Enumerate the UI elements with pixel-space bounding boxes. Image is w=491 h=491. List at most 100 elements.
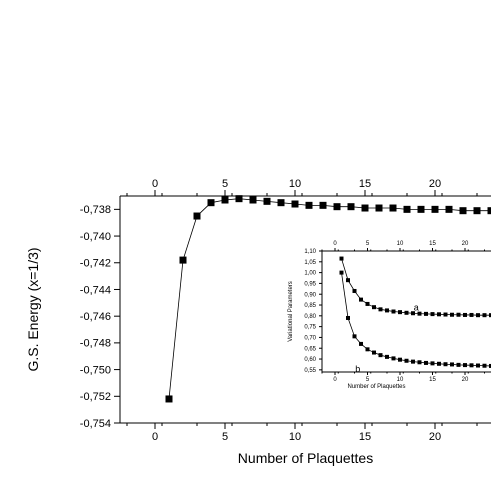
main-x-axis-label: Number of Plaquettes bbox=[238, 450, 373, 466]
main-top-tick-label: 5 bbox=[222, 178, 228, 190]
main-x-tick-label: 10 bbox=[289, 431, 301, 443]
main-series-0-point bbox=[361, 204, 369, 212]
inset-series-a-point bbox=[359, 297, 363, 302]
inset-series-b-point bbox=[424, 360, 428, 365]
inset-top-tick-label: 5 bbox=[366, 241, 370, 247]
main-y-tick-label: -0,738 bbox=[80, 204, 111, 216]
inset-top-tick-label: 15 bbox=[429, 241, 436, 247]
main-series-0-point bbox=[347, 203, 355, 211]
inset-series-a-point bbox=[443, 312, 448, 317]
inset-series-a-point bbox=[411, 311, 415, 316]
inset-x-tick-label: 0 bbox=[333, 377, 337, 383]
main-series-0-point bbox=[459, 207, 467, 215]
inset-series-b-point bbox=[476, 363, 480, 368]
main-series-0-point bbox=[417, 205, 425, 213]
main-x-tick-label: 20 bbox=[429, 431, 441, 443]
main-series-0-point bbox=[193, 212, 201, 220]
inset-series-a-point bbox=[352, 288, 357, 293]
main-series-0-point bbox=[221, 196, 229, 204]
main-top-tick-label: 0 bbox=[152, 178, 158, 190]
inset-x-tick-label: 15 bbox=[429, 377, 436, 383]
inset-top-tick-label: 20 bbox=[462, 241, 469, 247]
main-series-0-point bbox=[333, 203, 341, 211]
inset-series-a-point bbox=[398, 310, 402, 315]
inset-series-b-point bbox=[372, 350, 376, 355]
main-top-tick-label: 20 bbox=[429, 178, 441, 190]
inset-series-b-point bbox=[385, 354, 389, 359]
inset-y-tick-label: 0,70 bbox=[304, 336, 316, 342]
inset-y-tick-label: 1,10 bbox=[304, 249, 316, 255]
main-series-0-point bbox=[319, 201, 327, 209]
inset-series-a-point bbox=[476, 313, 480, 318]
inset-series-b-point bbox=[437, 361, 441, 366]
main-series-0-point bbox=[179, 256, 187, 264]
inset-series-b-point bbox=[352, 334, 357, 339]
main-y-tick-label: -0,744 bbox=[80, 284, 111, 296]
main-series-0-point bbox=[165, 395, 173, 403]
inset-series-b-point bbox=[346, 315, 350, 320]
inset-series-b-point bbox=[404, 358, 409, 363]
main-series-0-point bbox=[277, 199, 285, 207]
main-series-0-point bbox=[291, 200, 299, 208]
inset-series-b-point bbox=[378, 353, 383, 358]
inset-y-tick-label: 0,80 bbox=[304, 314, 316, 320]
inset-series-a-point bbox=[463, 312, 467, 317]
inset-series-a-point bbox=[385, 308, 389, 313]
inset-series-b-point bbox=[411, 359, 415, 364]
inset-series-b-point bbox=[398, 357, 402, 362]
main-series-0-point bbox=[235, 195, 243, 203]
inset-y-tick-label: 0,90 bbox=[304, 292, 316, 298]
inset-y-tick-label: 0,55 bbox=[304, 368, 316, 374]
inset-x-axis-label: Number of Plaquettes bbox=[347, 384, 405, 390]
inset-series-a-point bbox=[489, 313, 491, 318]
main-x-tick-label: 0 bbox=[152, 431, 158, 443]
inset-y-tick-label: 0,85 bbox=[304, 303, 316, 309]
main-series-0-point bbox=[375, 204, 383, 212]
main-top-tick-label: 15 bbox=[359, 178, 371, 190]
main-top-tick-label: 10 bbox=[289, 178, 301, 190]
inset-series-a-point bbox=[365, 301, 370, 306]
inset-series-b-point bbox=[469, 363, 474, 368]
main-chart: 0 0 5 5 10 10 15 15 20 20 -0,754 -0,752 -0,750 -0,748… bbox=[25, 178, 491, 466]
main-series-0-point bbox=[431, 205, 439, 213]
inset-series-b-point bbox=[456, 362, 461, 367]
inset-top-tick-label: 0 bbox=[333, 241, 337, 247]
inset-y-tick-label: 1,05 bbox=[304, 260, 316, 266]
inset-series-b-point bbox=[417, 360, 422, 365]
main-series-0-point bbox=[207, 199, 215, 207]
main-x-tick-label: 15 bbox=[359, 431, 371, 443]
inset-series-b-point bbox=[482, 363, 487, 368]
inset-series-b-point bbox=[391, 356, 396, 361]
inset-series-b-point bbox=[450, 362, 454, 367]
inset-series-a-point bbox=[450, 312, 454, 317]
inset-top-tick-label: 10 bbox=[397, 241, 404, 247]
main-series-0-point bbox=[473, 207, 481, 215]
inset-series-a-point bbox=[417, 311, 422, 316]
main-y-tick-label: -0,740 bbox=[80, 231, 111, 243]
inset-series-b-point bbox=[365, 347, 370, 352]
inset-series-b-point bbox=[430, 361, 435, 366]
main-y-tick-label: -0,752 bbox=[80, 391, 111, 403]
main-x-tick-label: 5 bbox=[222, 431, 228, 443]
main-series-0-point bbox=[487, 207, 491, 215]
inset-series-a-point bbox=[391, 309, 396, 314]
main-y-axis-label: G.S. Energy (x=1/3) bbox=[25, 247, 41, 371]
inset-series-label-a: a bbox=[414, 302, 419, 312]
main-y-tick-label: -0,742 bbox=[80, 258, 111, 270]
inset-x-tick-label: 5 bbox=[366, 377, 370, 383]
inset-series-a-point bbox=[424, 311, 428, 316]
main-series-0-point bbox=[445, 205, 453, 213]
inset-series-a-point bbox=[469, 312, 474, 317]
inset-series-a-point bbox=[482, 313, 487, 318]
main-series-0-point bbox=[263, 197, 271, 205]
inset-x-tick-label: 10 bbox=[397, 377, 404, 383]
inset-x-tick-label: 20 bbox=[462, 377, 469, 383]
inset-y-tick-label: 0,65 bbox=[304, 346, 316, 352]
main-y-tick-label: -0,750 bbox=[80, 364, 111, 376]
main-series-0-point bbox=[389, 204, 397, 212]
main-y-tick-label: -0,746 bbox=[80, 311, 111, 323]
main-series-0-point bbox=[403, 205, 411, 213]
inset-y-tick-label: 1,00 bbox=[304, 271, 316, 277]
inset-series-label-b: b bbox=[355, 364, 360, 374]
